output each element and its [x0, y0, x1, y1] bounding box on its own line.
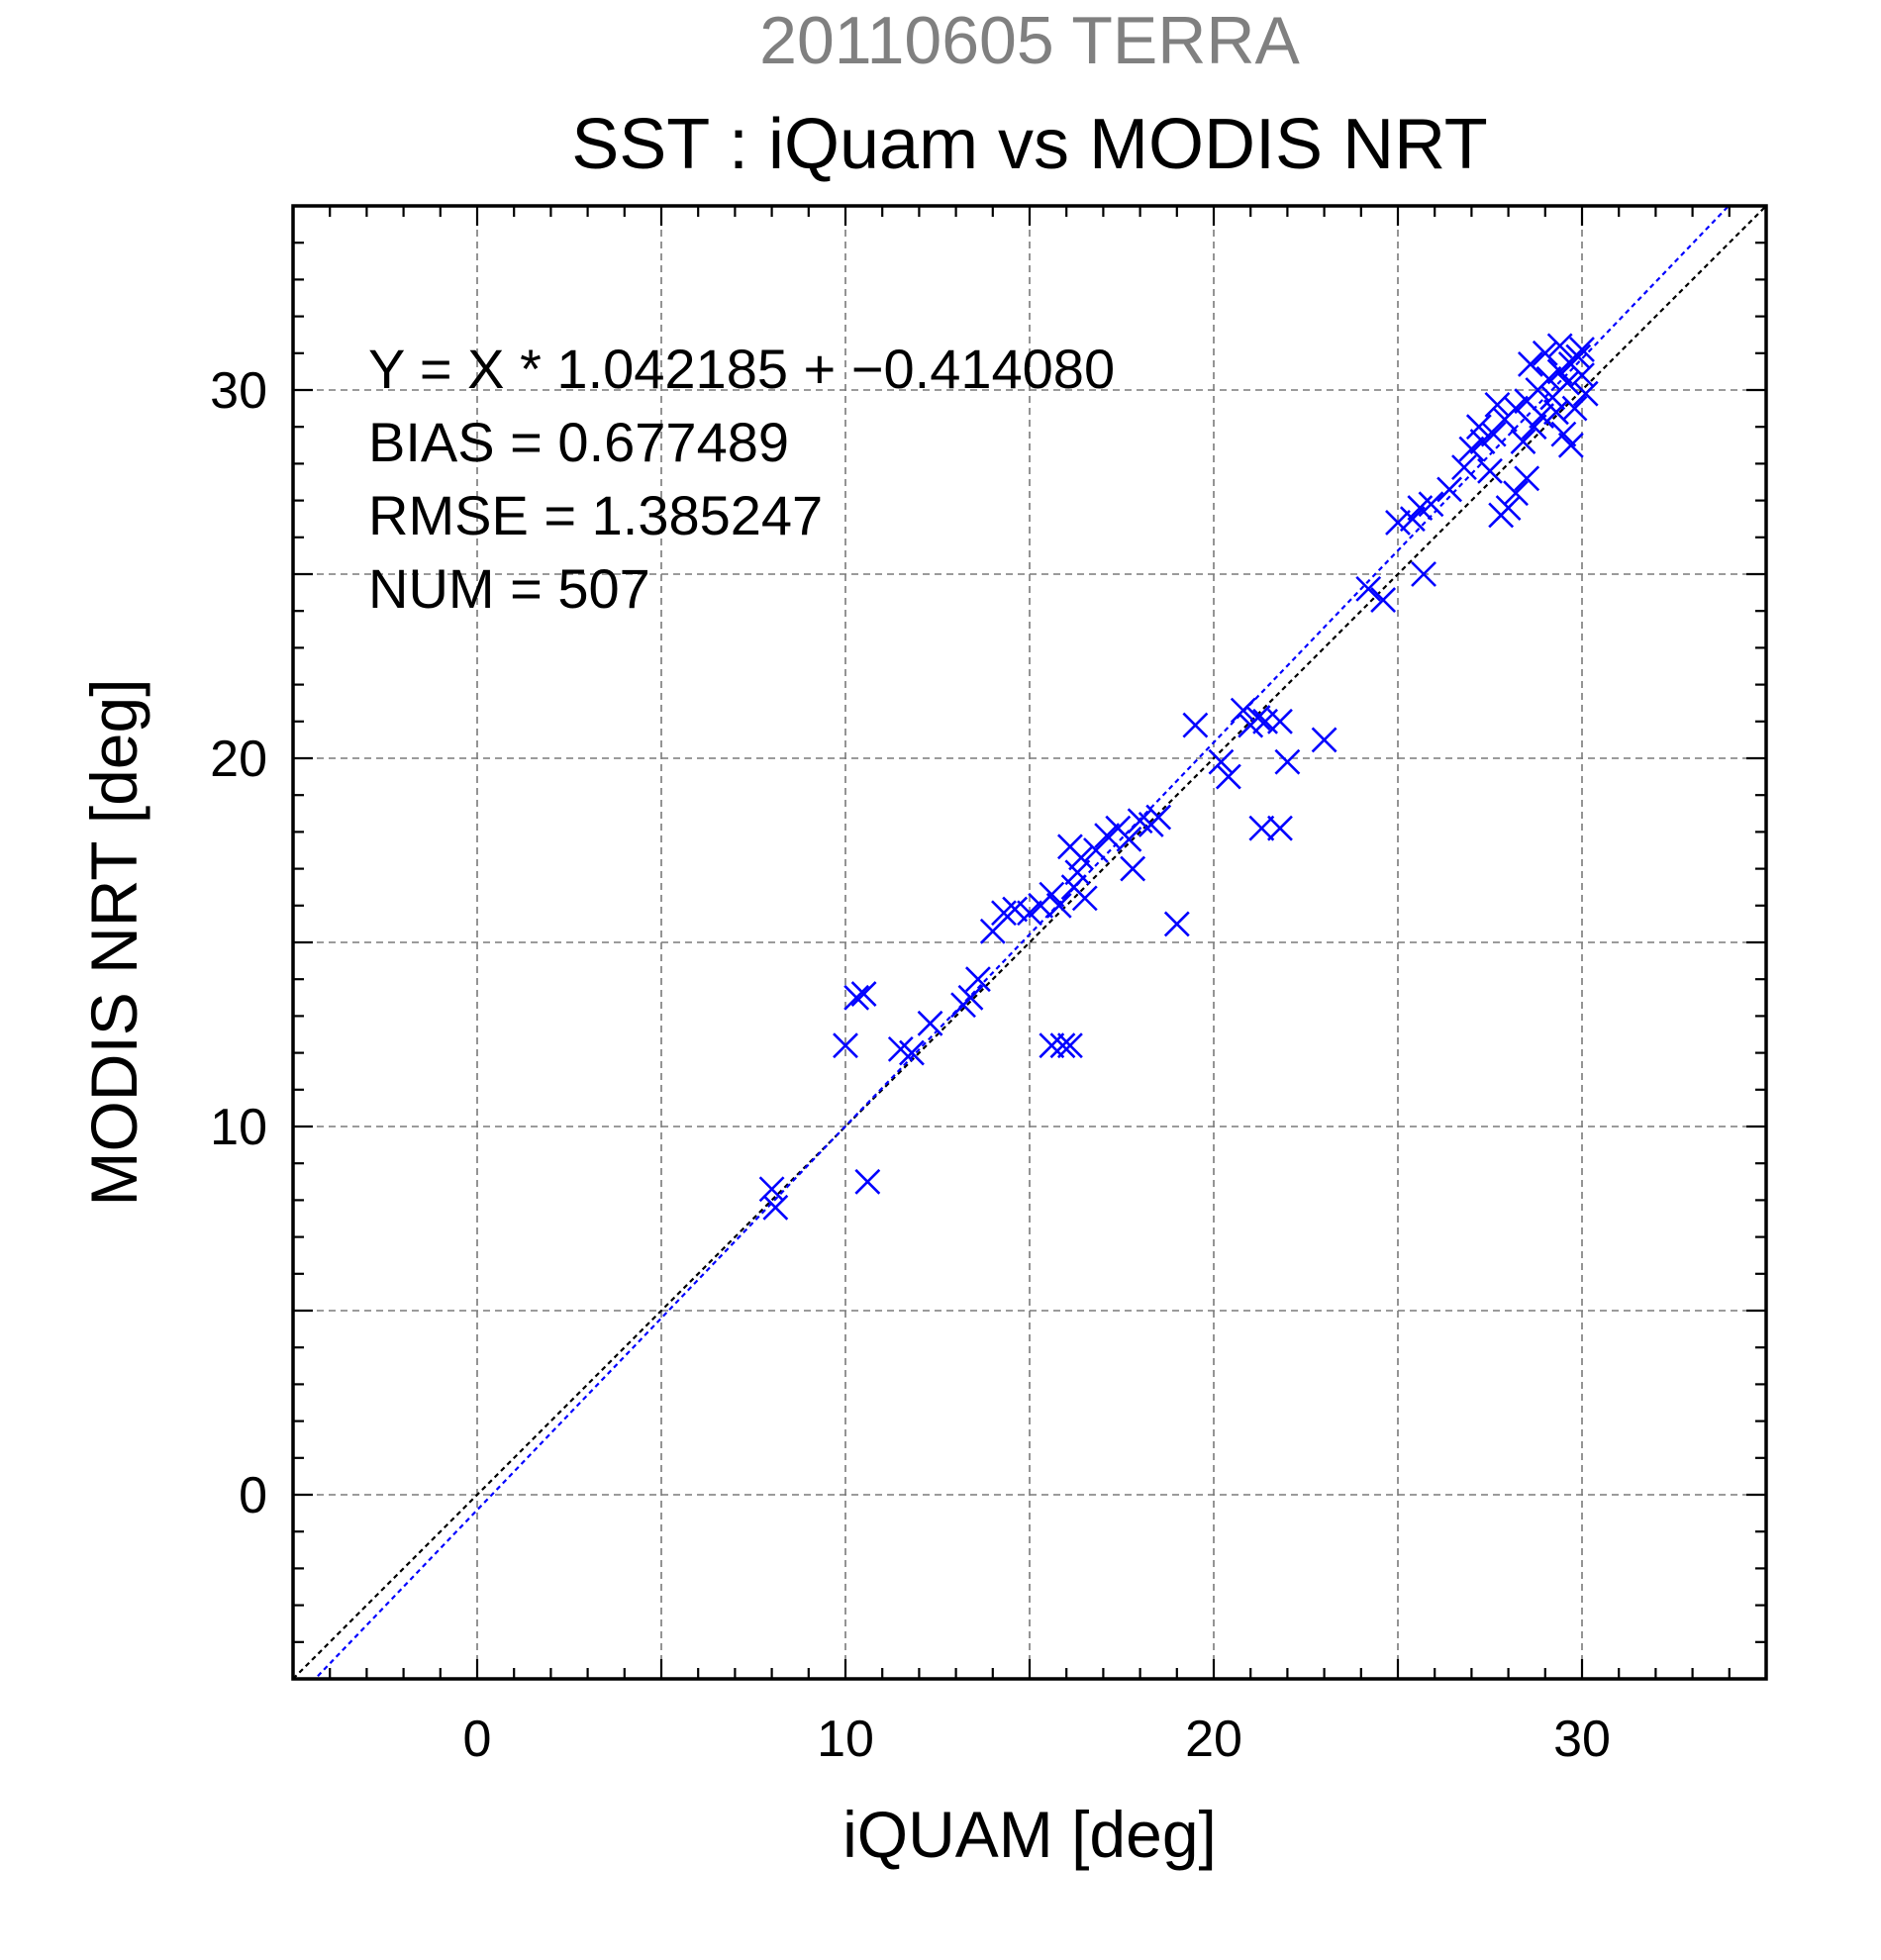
data-point: [1532, 340, 1558, 366]
tick-labels: 0 0 10 10 20 20 30 30: [210, 362, 1611, 1768]
y-axis-label: MODIS NRT [deg]: [77, 678, 150, 1206]
data-point: [1120, 855, 1146, 882]
data-point: [1469, 429, 1496, 454]
data-point: [1569, 337, 1595, 362]
data-point: [1002, 896, 1029, 923]
plot-frame: [291, 204, 1768, 1681]
data-point: [762, 1194, 789, 1221]
data-point: [1561, 395, 1588, 422]
data-point: [1116, 826, 1142, 852]
data-point: [1017, 900, 1042, 927]
data-point: [1311, 727, 1337, 753]
reference-lines: [293, 206, 1766, 1679]
data-point: [1182, 712, 1209, 738]
data-point: [850, 981, 877, 1007]
data-point: [957, 984, 984, 1011]
bias-stat: BIAS = 0.677489: [368, 411, 789, 473]
data-point: [1572, 380, 1599, 407]
data-point: [1267, 708, 1293, 735]
data-point: [1529, 403, 1554, 429]
data-point: [1057, 1032, 1083, 1059]
data-point: [979, 918, 1006, 944]
data-point: [1274, 748, 1301, 775]
data-point: [1145, 804, 1172, 831]
x-tick-label: 20: [1185, 1711, 1242, 1768]
y-tick-label: 30: [210, 362, 267, 420]
data-point: [843, 984, 870, 1011]
data-point: [1244, 705, 1271, 731]
data-point: [1418, 491, 1444, 518]
data-point: [1248, 815, 1275, 841]
y-tick-label: 10: [210, 1099, 267, 1156]
data-point: [1458, 436, 1485, 462]
data-point: [1503, 480, 1529, 507]
data-point: [1039, 881, 1065, 908]
data-point: [854, 1168, 881, 1195]
data-point: [1370, 587, 1397, 613]
data-point: [1436, 476, 1462, 503]
data-point: [1550, 421, 1577, 447]
data-point: [1484, 391, 1511, 418]
data-point: [1071, 885, 1098, 912]
data-point: [1355, 575, 1382, 602]
x-tick-label: 0: [463, 1711, 492, 1768]
data-point: [1518, 351, 1543, 377]
data-point: [1057, 833, 1083, 860]
data-point: [1543, 399, 1569, 426]
data-point: [1039, 1032, 1065, 1059]
scatter-points: [758, 333, 1599, 1221]
data-point: [1267, 815, 1293, 841]
data-point: [1451, 454, 1477, 481]
data-point: [1411, 561, 1436, 587]
x-axis-label: iQUAM [deg]: [842, 1798, 1217, 1871]
data-point: [899, 1039, 925, 1066]
data-point: [1163, 911, 1190, 937]
regression-line: [313, 206, 1731, 1679]
data-point: [1083, 837, 1109, 863]
data-point: [1546, 333, 1573, 359]
data-point: [758, 1176, 785, 1203]
data-point: [1399, 506, 1426, 533]
grid-layer: [293, 206, 1766, 1679]
axis-ticks: [293, 206, 1766, 1679]
data-point: [1554, 369, 1581, 396]
y-tick-label: 20: [210, 731, 267, 788]
data-point: [1480, 421, 1507, 447]
data-point: [833, 1032, 858, 1059]
y-tick-label: 0: [239, 1467, 267, 1524]
data-point: [1208, 748, 1235, 775]
data-point: [1049, 1032, 1076, 1059]
chart-title: SST : iQuam vs MODIS NRT: [571, 105, 1488, 184]
num-stat: NUM = 507: [368, 557, 650, 620]
data-point: [1045, 892, 1072, 919]
data-point: [1514, 465, 1540, 492]
data-point: [1495, 495, 1522, 521]
chart-supertitle: 20110605 TERRA: [759, 3, 1300, 78]
data-point: [1094, 823, 1121, 849]
data-point: [1521, 414, 1547, 441]
data-point: [1252, 708, 1278, 735]
data-point: [1215, 763, 1241, 790]
data-point: [1510, 429, 1536, 454]
regression-equation: Y = X * 1.042185 + −0.414080: [368, 338, 1115, 400]
data-point: [1465, 414, 1492, 441]
x-tick-label: 10: [817, 1711, 874, 1768]
data-point: [1385, 510, 1411, 536]
data-point: [1557, 432, 1584, 458]
data-point: [1546, 358, 1573, 385]
data-point: [1064, 859, 1091, 886]
rmse-stat: RMSE = 1.385247: [368, 484, 823, 546]
data-point: [1230, 697, 1256, 724]
data-point: [1477, 457, 1503, 484]
data-point: [965, 966, 991, 993]
data-point: [917, 1010, 943, 1036]
x-tick-label: 30: [1553, 1711, 1611, 1768]
